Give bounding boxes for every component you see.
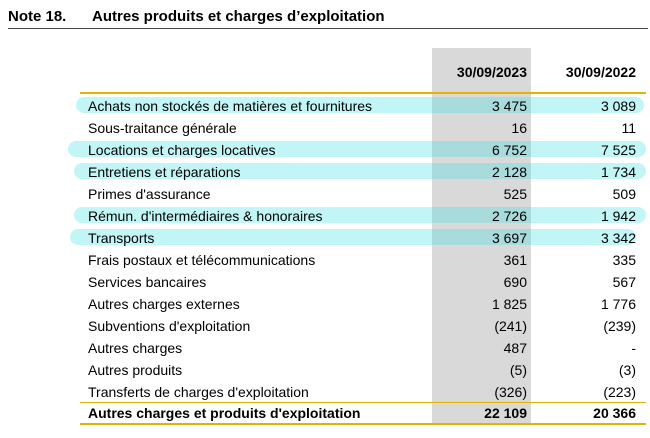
row-label: Subventions d'exploitation: [88, 318, 251, 334]
value-2022: -: [631, 340, 636, 356]
row-label: Transferts de charges d'exploitation: [88, 384, 309, 400]
value-2023: 16: [511, 120, 527, 136]
total-rule-bottom: [80, 423, 646, 425]
value-2023: 3 475: [491, 98, 527, 114]
value-2022: 3 089: [600, 98, 636, 114]
value-2022: 1 942: [600, 208, 636, 224]
highlight-mark-transports: [70, 229, 636, 245]
highlight-mark-remun: [74, 207, 646, 223]
value-2023: 6 752: [491, 142, 527, 158]
header-rule: [80, 92, 646, 94]
value-2023: 1 825: [491, 296, 527, 312]
row-label: Frais postaux et télécommunications: [88, 252, 316, 268]
row-label: Autres charges externes: [88, 296, 240, 312]
value-2023: (5): [509, 362, 527, 378]
table-row: Sous-traitance générale 16 11: [80, 117, 642, 139]
table-row: Locations et charges locatives 6 752 7 5…: [80, 139, 642, 161]
total-rule-top: [80, 402, 646, 403]
value-2022: 567: [612, 274, 636, 290]
total-label: Autres charges et produits d'exploitatio…: [88, 405, 361, 421]
total-row: Autres charges et produits d'exploitatio…: [80, 402, 642, 424]
table-row: Transferts de charges d'exploitation (32…: [80, 381, 642, 403]
value-2023: 690: [503, 274, 527, 290]
table-row: Subventions d'exploitation (241) (239): [80, 315, 642, 337]
value-2022: 1 734: [600, 164, 636, 180]
value-2023: (326): [494, 384, 527, 400]
row-label: Services bancaires: [88, 274, 207, 290]
row-label: Rémun. d'intermédiaires & honoraires: [88, 208, 323, 224]
value-2022: (3): [618, 362, 636, 378]
highlight-mark-entretiens: [74, 163, 646, 179]
value-2022: 7 525: [600, 142, 636, 158]
table-row: Autres charges externes 1 825 1 776: [80, 293, 642, 315]
value-2022: 509: [612, 186, 636, 202]
value-2023: 487: [503, 340, 527, 356]
note-number: Note 18.: [8, 8, 67, 25]
value-2023: 3 697: [491, 230, 527, 246]
total-value-2022: 20 366: [593, 405, 636, 421]
row-label: Locations et charges locatives: [88, 142, 276, 158]
highlight-mark-locations: [68, 141, 646, 157]
table-row: Transports 3 697 3 342: [80, 227, 642, 249]
value-2023: 525: [503, 186, 527, 202]
row-label: Transports: [88, 230, 155, 246]
value-2022: (239): [603, 318, 636, 334]
total-value-2023: 22 109: [484, 405, 527, 421]
row-label: Sous-traitance générale: [88, 120, 237, 136]
value-2022: (223): [603, 384, 636, 400]
value-2022: 11: [621, 120, 636, 136]
table-row: Entretiens et réparations 2 128 1 734: [80, 161, 642, 183]
value-2023: 2 128: [491, 164, 527, 180]
note-title: Autres produits et charges d’exploitatio…: [92, 8, 385, 25]
row-label: Achats non stockés de matières et fourni…: [88, 98, 373, 114]
current-year-column-shade: [432, 48, 531, 424]
value-2022: 3 342: [600, 230, 636, 246]
row-label: Entretiens et réparations: [88, 164, 241, 180]
table-row: Autres charges 487 -: [80, 337, 642, 359]
value-2022: 335: [612, 252, 636, 268]
note-header: Note 18. Autres produits et charges d’ex…: [8, 6, 648, 29]
column-header-2022: 30/09/2022: [565, 64, 636, 80]
highlight-mark-achats: [76, 97, 644, 113]
table-row: Rémun. d'intermédiaires & honoraires 2 7…: [80, 205, 642, 227]
table-row: Frais postaux et télécommunications 361 …: [80, 249, 642, 271]
value-2023: 361: [503, 252, 527, 268]
table-row: Autres produits (5) (3): [80, 359, 642, 381]
value-2022: 1 776: [600, 296, 636, 312]
column-header-2023: 30/09/2023: [456, 64, 527, 80]
row-label: Primes d'assurance: [88, 186, 211, 202]
row-label: Autres charges: [88, 340, 183, 356]
table-row: Primes d'assurance 525 509: [80, 183, 642, 205]
value-2023: 2 726: [491, 208, 527, 224]
row-label: Autres produits: [88, 362, 183, 378]
table-row: Services bancaires 690 567: [80, 271, 642, 293]
table-row: Achats non stockés de matières et fourni…: [80, 95, 642, 117]
value-2023: (241): [494, 318, 527, 334]
